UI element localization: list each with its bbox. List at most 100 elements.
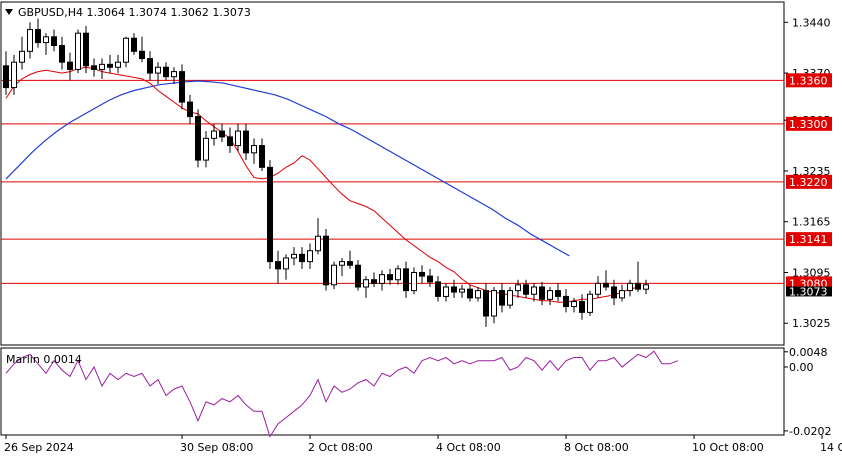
candle	[603, 270, 609, 291]
candle	[235, 123, 241, 152]
candle-body	[467, 288, 473, 299]
horizontal-levels	[1, 79, 784, 284]
candle	[147, 51, 153, 81]
candle	[243, 123, 249, 161]
candle	[107, 54, 113, 74]
level-label-bg	[786, 73, 832, 88]
candle	[355, 260, 361, 291]
candle	[555, 283, 561, 302]
candle-body	[435, 281, 441, 297]
candle-body	[571, 300, 577, 308]
candle	[67, 52, 73, 81]
candle	[339, 257, 345, 277]
candle-body	[307, 250, 313, 263]
candle-body	[243, 130, 249, 154]
candle-body	[115, 61, 121, 68]
indicator-tick-label: -0.0202	[789, 425, 831, 438]
chevron-down-icon[interactable]	[5, 9, 13, 15]
candle-body	[3, 65, 9, 89]
candle	[395, 265, 401, 285]
candle	[155, 62, 161, 84]
candle	[563, 289, 569, 313]
candle-body	[195, 116, 201, 161]
candle-body	[587, 293, 593, 313]
current-price-bg	[786, 286, 832, 297]
candle-body	[227, 136, 233, 147]
candle	[587, 290, 593, 316]
candle-body	[19, 50, 25, 63]
candle	[363, 276, 369, 298]
level-label-bg	[786, 232, 832, 247]
marlin-path	[5, 350, 679, 438]
candle-body	[203, 137, 209, 161]
candle-body	[235, 130, 241, 147]
candle-body	[59, 45, 65, 63]
candle-body	[275, 261, 281, 270]
candle-body	[491, 290, 497, 317]
candle-body	[347, 261, 353, 266]
candle-body	[603, 282, 609, 288]
candle	[115, 54, 121, 74]
y-tick-label: 1.3025	[792, 317, 831, 330]
indicator-axis: 0.0048 0.00 -0.0202	[784, 346, 831, 438]
candle-body	[163, 66, 169, 78]
candle-body	[331, 264, 337, 286]
candle-body	[219, 130, 225, 138]
candle-body	[483, 290, 489, 317]
price-panel	[0, 1, 785, 346]
candle	[435, 276, 441, 302]
candle-body	[211, 130, 217, 139]
candle-body	[323, 235, 329, 286]
candle-body	[139, 50, 145, 60]
candle	[43, 33, 49, 55]
candle-body	[459, 288, 465, 293]
candle-body	[539, 286, 545, 300]
candle	[195, 109, 201, 168]
candle	[371, 272, 377, 287]
candle	[3, 51, 9, 95]
candle	[523, 279, 529, 298]
candle	[531, 283, 537, 302]
candle-body	[451, 286, 457, 293]
candle	[187, 94, 193, 124]
candle	[283, 254, 289, 280]
level-label-bg	[786, 174, 832, 189]
candle-body	[75, 32, 81, 70]
y-tick-label: 1.3165	[792, 216, 831, 229]
fast-ma-line	[5, 66, 639, 303]
candle-body	[67, 61, 73, 70]
candle	[299, 247, 305, 269]
candle-body	[507, 290, 513, 306]
candle-body	[563, 295, 569, 308]
candle-body	[51, 36, 57, 47]
candle	[443, 283, 449, 302]
marlin-line	[5, 350, 679, 438]
level-label: 1.3360	[789, 74, 828, 87]
candle	[19, 36, 25, 70]
candle-body	[403, 268, 409, 292]
candle	[123, 36, 129, 68]
indicator-tick-label: 0.0048	[789, 346, 828, 359]
candle	[291, 247, 297, 266]
candle	[259, 138, 265, 171]
indicator-tick-label: 0.00	[789, 361, 814, 374]
candle	[99, 58, 105, 79]
candle-body	[299, 253, 305, 263]
candle-body	[635, 282, 641, 290]
candle	[467, 284, 473, 302]
candle	[483, 283, 489, 327]
candle-body	[251, 145, 257, 154]
level-label: 1.3141	[789, 233, 828, 246]
candles	[3, 18, 649, 327]
candle-body	[547, 290, 553, 300]
candle-body	[107, 63, 113, 68]
candle	[539, 281, 545, 306]
candle-body	[339, 261, 345, 266]
candle-body	[475, 290, 481, 299]
candle	[627, 279, 633, 297]
candle	[491, 286, 497, 324]
indicator-panel	[0, 347, 785, 436]
level-label: 1.3220	[789, 176, 828, 189]
candle	[547, 286, 553, 306]
